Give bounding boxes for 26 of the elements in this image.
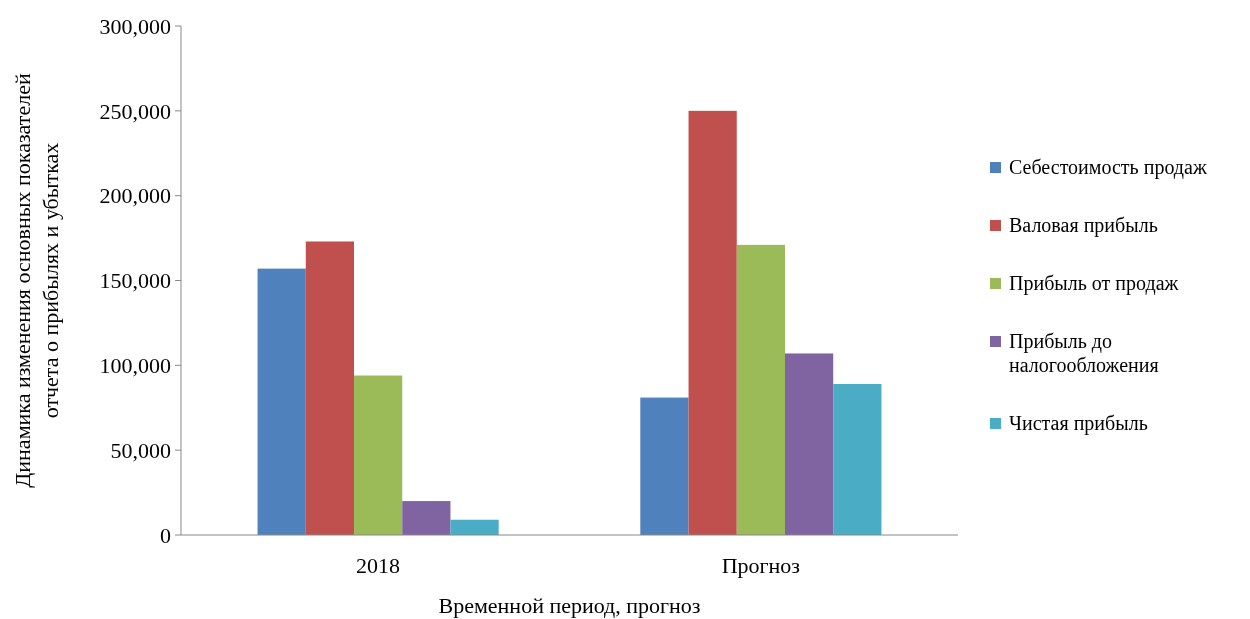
legend-label: Чистая прибыль: [1009, 412, 1148, 435]
bar: [640, 397, 689, 535]
x-tick-label: 2018: [356, 553, 401, 578]
bar: [784, 353, 834, 535]
y-axis-title: Динамика изменения основных показателей отчета о прибылях и убытках: [10, 73, 63, 488]
legend-label: Валовая прибыль: [1009, 214, 1158, 237]
bar: [450, 519, 499, 535]
bar: [305, 241, 355, 535]
y-tick-label: 100,000: [99, 353, 171, 379]
y-tick-label: 200,000: [99, 183, 171, 209]
legend-label: Себестоимость продаж: [1009, 156, 1207, 179]
bar: [736, 244, 785, 535]
x-axis-title: Временной период, прогноз: [438, 593, 701, 618]
bar: [354, 375, 403, 535]
y-tick-label: 0: [160, 522, 171, 548]
bar: [402, 501, 451, 535]
y-tick-label: 50,000: [110, 437, 171, 463]
legend-label: Прибыль до налогообложения: [1009, 330, 1159, 376]
bar: [688, 110, 737, 535]
y-tick-label: 250,000: [99, 98, 171, 124]
bar: [257, 268, 306, 535]
y-tick-label: 150,000: [99, 268, 171, 294]
bar: [833, 384, 882, 535]
legend-label: Прибыль от продаж: [1009, 272, 1179, 295]
x-tick-label: Прогноз: [721, 553, 801, 578]
y-tick-label: 300,000: [99, 13, 171, 39]
